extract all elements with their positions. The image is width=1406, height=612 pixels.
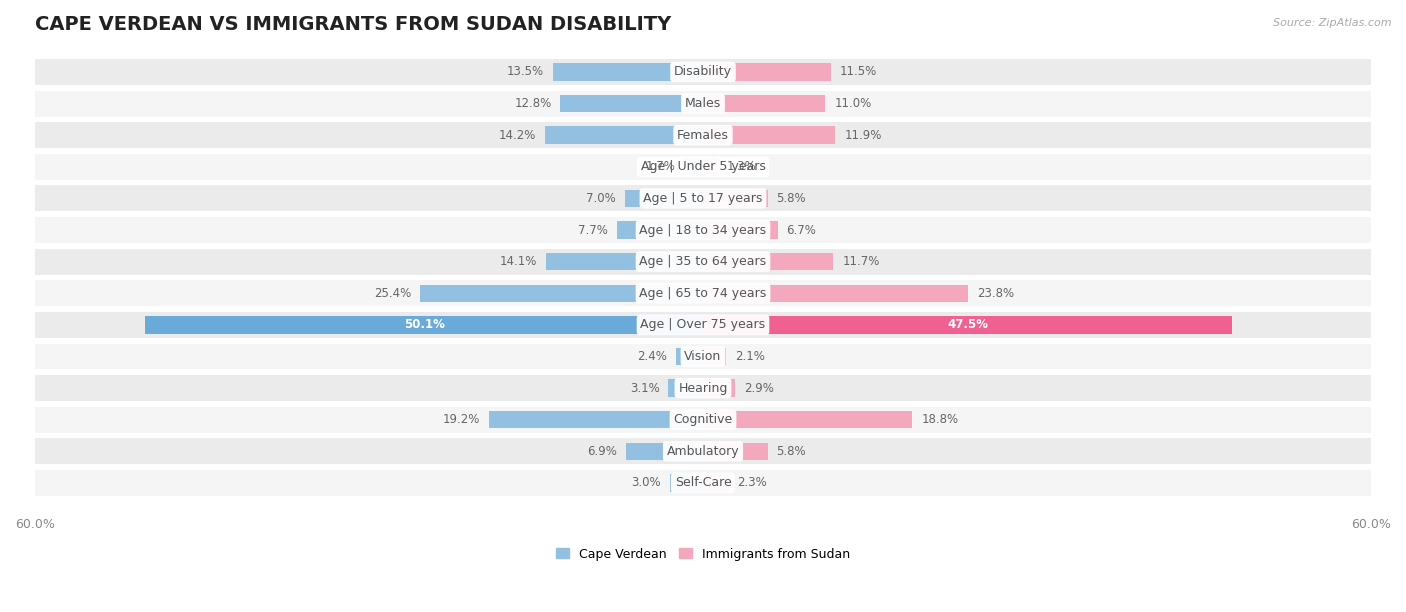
- Text: 7.7%: 7.7%: [578, 223, 609, 236]
- Bar: [703, 127, 835, 144]
- Bar: [35, 248, 1371, 275]
- Text: 50.1%: 50.1%: [404, 318, 444, 331]
- Text: 1.7%: 1.7%: [645, 160, 675, 173]
- Bar: [703, 222, 778, 239]
- Bar: [685, 158, 703, 176]
- Text: 23.8%: 23.8%: [977, 287, 1014, 300]
- Text: 14.2%: 14.2%: [499, 129, 536, 142]
- Bar: [703, 190, 768, 207]
- Text: 5.8%: 5.8%: [776, 192, 806, 205]
- Bar: [703, 379, 735, 397]
- Text: Disability: Disability: [673, 65, 733, 78]
- Text: Vision: Vision: [685, 350, 721, 363]
- Bar: [703, 95, 825, 112]
- Text: Cognitive: Cognitive: [673, 413, 733, 426]
- Bar: [703, 63, 831, 81]
- Text: 14.1%: 14.1%: [499, 255, 537, 268]
- Text: 2.3%: 2.3%: [738, 476, 768, 490]
- Text: 13.5%: 13.5%: [506, 65, 544, 78]
- Text: Self-Care: Self-Care: [675, 476, 731, 490]
- Bar: [703, 348, 727, 365]
- Legend: Cape Verdean, Immigrants from Sudan: Cape Verdean, Immigrants from Sudan: [551, 543, 855, 565]
- Bar: [35, 91, 1371, 116]
- Bar: [703, 474, 728, 491]
- Bar: [35, 280, 1371, 306]
- Bar: [703, 411, 912, 428]
- Bar: [546, 127, 703, 144]
- Text: 3.0%: 3.0%: [631, 476, 661, 490]
- Bar: [35, 312, 1371, 338]
- Text: 2.4%: 2.4%: [637, 350, 668, 363]
- Bar: [35, 438, 1371, 465]
- Text: Age | Under 5 years: Age | Under 5 years: [641, 160, 765, 173]
- Bar: [145, 316, 703, 334]
- Text: 18.8%: 18.8%: [921, 413, 959, 426]
- Bar: [35, 407, 1371, 433]
- Text: 47.5%: 47.5%: [948, 318, 988, 331]
- Text: 12.8%: 12.8%: [515, 97, 551, 110]
- Bar: [668, 379, 703, 397]
- Bar: [35, 154, 1371, 180]
- Text: 6.9%: 6.9%: [588, 445, 617, 458]
- Bar: [703, 442, 768, 460]
- Text: Ambulatory: Ambulatory: [666, 445, 740, 458]
- Text: 2.9%: 2.9%: [744, 382, 775, 395]
- Bar: [35, 343, 1371, 370]
- Text: Age | Over 75 years: Age | Over 75 years: [641, 318, 765, 331]
- Text: 11.7%: 11.7%: [842, 255, 880, 268]
- Bar: [703, 285, 967, 302]
- Bar: [676, 348, 703, 365]
- Bar: [35, 59, 1371, 85]
- Bar: [35, 122, 1371, 148]
- Text: 6.7%: 6.7%: [786, 223, 817, 236]
- Bar: [35, 375, 1371, 401]
- Text: Age | 35 to 64 years: Age | 35 to 64 years: [640, 255, 766, 268]
- Text: 19.2%: 19.2%: [443, 413, 481, 426]
- Text: Hearing: Hearing: [678, 382, 728, 395]
- Bar: [703, 158, 717, 176]
- Text: 3.1%: 3.1%: [630, 382, 659, 395]
- Text: 25.4%: 25.4%: [374, 287, 412, 300]
- Text: Age | 65 to 74 years: Age | 65 to 74 years: [640, 287, 766, 300]
- Bar: [35, 185, 1371, 211]
- Bar: [669, 474, 703, 491]
- Bar: [703, 316, 1232, 334]
- Bar: [626, 442, 703, 460]
- Text: Source: ZipAtlas.com: Source: ZipAtlas.com: [1274, 18, 1392, 28]
- Bar: [703, 253, 834, 271]
- Text: Age | 18 to 34 years: Age | 18 to 34 years: [640, 223, 766, 236]
- Text: 2.1%: 2.1%: [735, 350, 765, 363]
- Text: CAPE VERDEAN VS IMMIGRANTS FROM SUDAN DISABILITY: CAPE VERDEAN VS IMMIGRANTS FROM SUDAN DI…: [35, 15, 671, 34]
- Text: 7.0%: 7.0%: [586, 192, 616, 205]
- Text: 11.5%: 11.5%: [839, 65, 877, 78]
- Text: Males: Males: [685, 97, 721, 110]
- Text: 11.0%: 11.0%: [834, 97, 872, 110]
- Bar: [546, 253, 703, 271]
- Bar: [617, 222, 703, 239]
- Bar: [35, 470, 1371, 496]
- Bar: [35, 217, 1371, 243]
- Text: 11.9%: 11.9%: [845, 129, 882, 142]
- Text: 5.8%: 5.8%: [776, 445, 806, 458]
- Text: Females: Females: [678, 129, 728, 142]
- Bar: [420, 285, 703, 302]
- Bar: [553, 63, 703, 81]
- Text: Age | 5 to 17 years: Age | 5 to 17 years: [644, 192, 762, 205]
- Text: 1.3%: 1.3%: [727, 160, 756, 173]
- Bar: [561, 95, 703, 112]
- Bar: [489, 411, 703, 428]
- Bar: [626, 190, 703, 207]
